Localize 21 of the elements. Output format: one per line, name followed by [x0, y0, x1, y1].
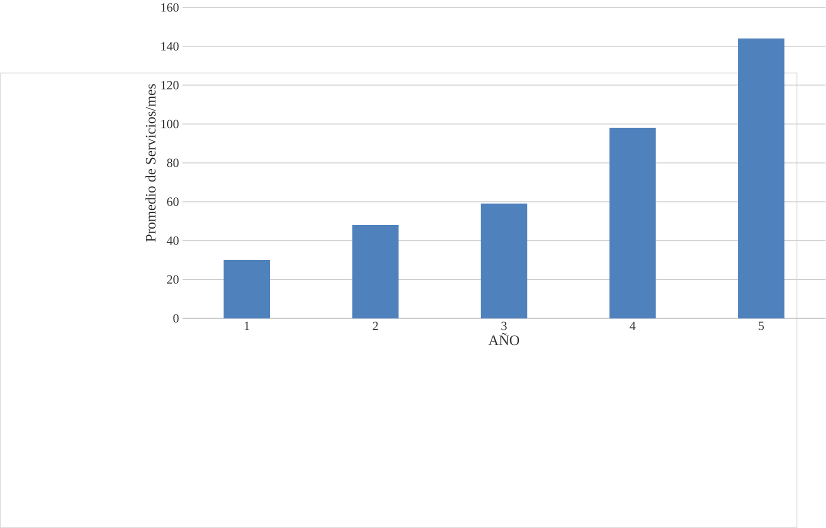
y-tick-label: 100: [161, 120, 179, 128]
x-tick-label: 2: [372, 322, 378, 330]
y-tick-label: 40: [166, 236, 179, 245]
y-tick-label: 120: [161, 80, 179, 90]
bar: [738, 38, 784, 318]
bar: [224, 260, 270, 318]
x-tick-label: 4: [630, 322, 636, 330]
y-tick-label: 0: [173, 314, 179, 323]
y-tick-label: 60: [167, 197, 179, 206]
x-tick-label: 1: [244, 322, 250, 330]
bar: [609, 128, 656, 318]
y-tick-label: 80: [167, 158, 179, 168]
bar: [352, 225, 399, 318]
x-tick-label: 5: [758, 322, 764, 330]
bar: [480, 204, 528, 318]
x-tick-label: 3: [501, 322, 507, 330]
y-tick-label: 140: [161, 42, 179, 51]
y-tick-label: 160: [161, 3, 179, 12]
x-axis-title: AÑO: [488, 332, 520, 346]
y-axis-title: Promedio de Servicios/mes: [145, 84, 156, 242]
y-tick-label: 20: [167, 275, 179, 284]
